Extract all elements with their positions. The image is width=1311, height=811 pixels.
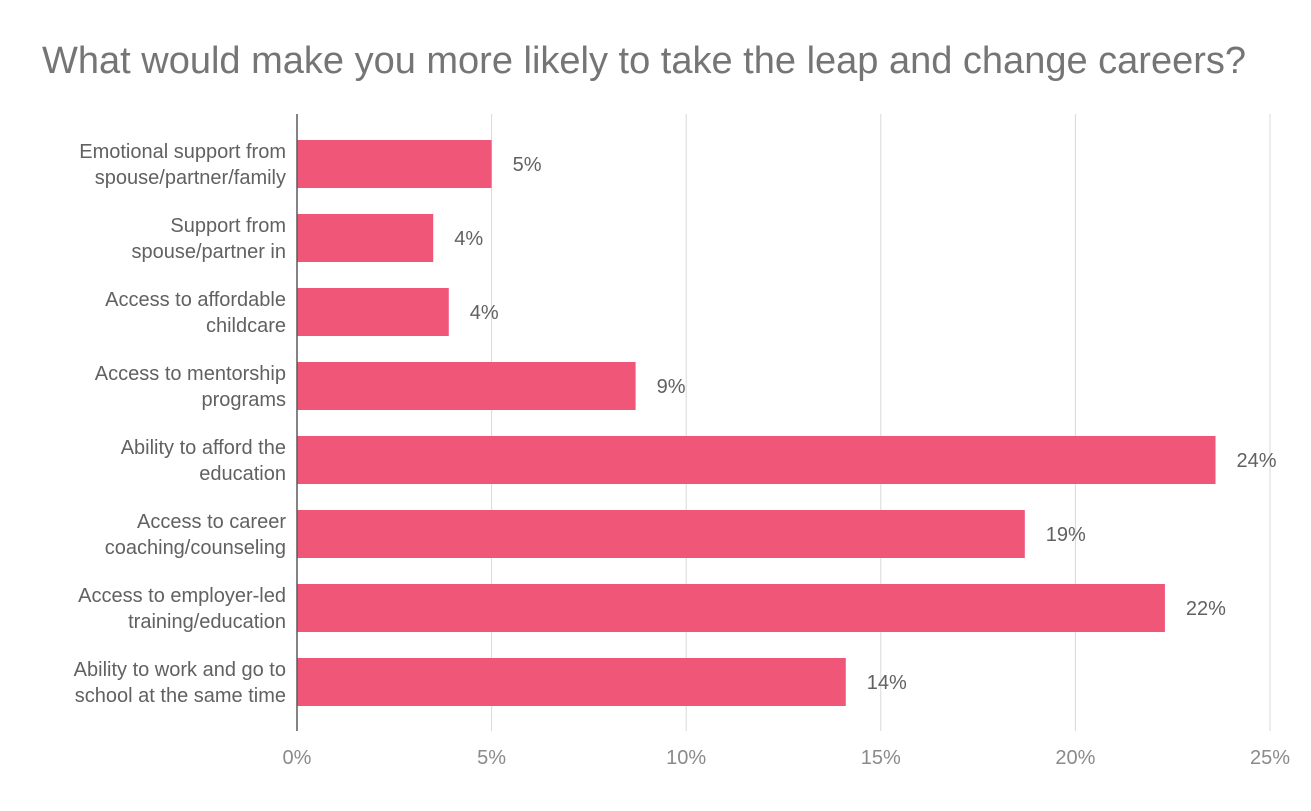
category-label: Access to affordable	[105, 289, 286, 311]
category-label: programs	[202, 389, 286, 411]
category-label: spouse/partner/family	[95, 167, 286, 189]
x-tick-label: 0%	[283, 747, 312, 769]
x-tick-label: 20%	[1055, 747, 1095, 769]
category-label: Emotional support from	[79, 141, 286, 163]
bar	[297, 288, 449, 336]
category-label: Ability to work and go to	[74, 659, 286, 681]
category-label: coaching/counseling	[105, 537, 286, 559]
value-label: 4%	[470, 302, 499, 324]
category-label: education	[199, 463, 286, 485]
category-label: Support from	[170, 215, 286, 237]
bar	[297, 214, 434, 262]
bars	[297, 140, 1216, 706]
bar	[297, 362, 636, 410]
value-label: 4%	[454, 228, 483, 250]
bar	[297, 436, 1216, 484]
category-label: training/education	[128, 611, 286, 633]
x-tick-label: 15%	[861, 747, 901, 769]
category-label: spouse/partner in	[131, 241, 286, 263]
value-label: 19%	[1046, 524, 1086, 546]
x-tick-label: 25%	[1250, 747, 1290, 769]
bar	[297, 658, 846, 706]
bar	[297, 584, 1165, 632]
category-label: Ability to afford the	[121, 437, 286, 459]
category-label: school at the same time	[75, 685, 286, 707]
x-tick-label: 5%	[477, 747, 506, 769]
x-tick-label: 10%	[666, 747, 706, 769]
chart-title: What would make you more likely to take …	[42, 40, 1246, 82]
category-label: Access to mentorship	[95, 363, 286, 385]
gridlines	[296, 114, 1271, 731]
value-label: 14%	[867, 672, 907, 694]
labels: 0% 5% 10% 15% 20% 25% 5% Emotional support from…	[74, 141, 1291, 769]
category-label: Access to career	[137, 511, 286, 533]
category-label: Access to employer-led	[78, 585, 286, 607]
bar	[297, 510, 1025, 558]
value-label: 5%	[513, 154, 542, 176]
category-label: childcare	[206, 315, 286, 337]
value-label: 24%	[1237, 450, 1277, 472]
value-label: 9%	[657, 376, 686, 398]
bar	[297, 140, 492, 188]
value-label: 22%	[1186, 598, 1226, 620]
